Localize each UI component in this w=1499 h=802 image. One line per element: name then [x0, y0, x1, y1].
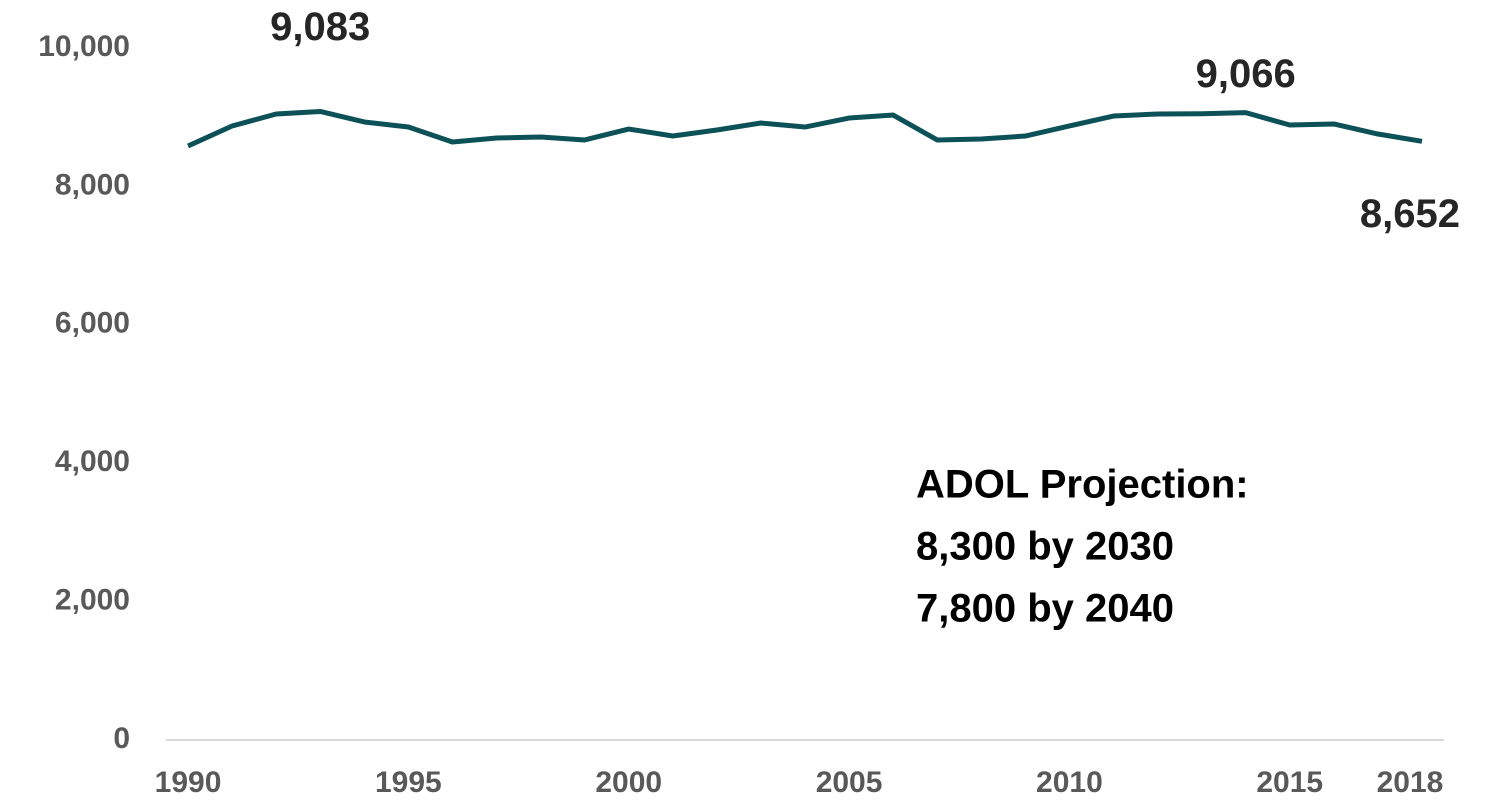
x-tick-label: 2010 — [1036, 766, 1103, 799]
annotation: 7,800 by 2040 — [916, 587, 1174, 631]
y-tick-label: 8,000 — [55, 168, 130, 201]
data-label: 9,066 — [1196, 52, 1296, 96]
y-tick-label: 10,000 — [38, 30, 130, 63]
x-tick-label: 2000 — [595, 766, 662, 799]
x-tick-label: 2015 — [1256, 766, 1323, 799]
x-tick-label: 2018 — [1377, 766, 1444, 799]
x-tick-label: 1990 — [155, 766, 222, 799]
data-label: 9,083 — [270, 5, 370, 49]
line — [187, 108, 1423, 149]
annotation: ADOL Projection: — [916, 463, 1249, 507]
y-tick-label: 4,000 — [55, 445, 130, 478]
y-tick-label: 0 — [113, 722, 130, 755]
x-tick-label: 2005 — [816, 766, 883, 799]
data-label: 8,652 — [1360, 192, 1460, 236]
y-tick-label: 6,000 — [55, 307, 130, 340]
y-tick-label: 2,000 — [55, 584, 130, 617]
annotation: 8,300 by 2030 — [916, 525, 1174, 569]
x-tick-label: 1995 — [375, 766, 442, 799]
